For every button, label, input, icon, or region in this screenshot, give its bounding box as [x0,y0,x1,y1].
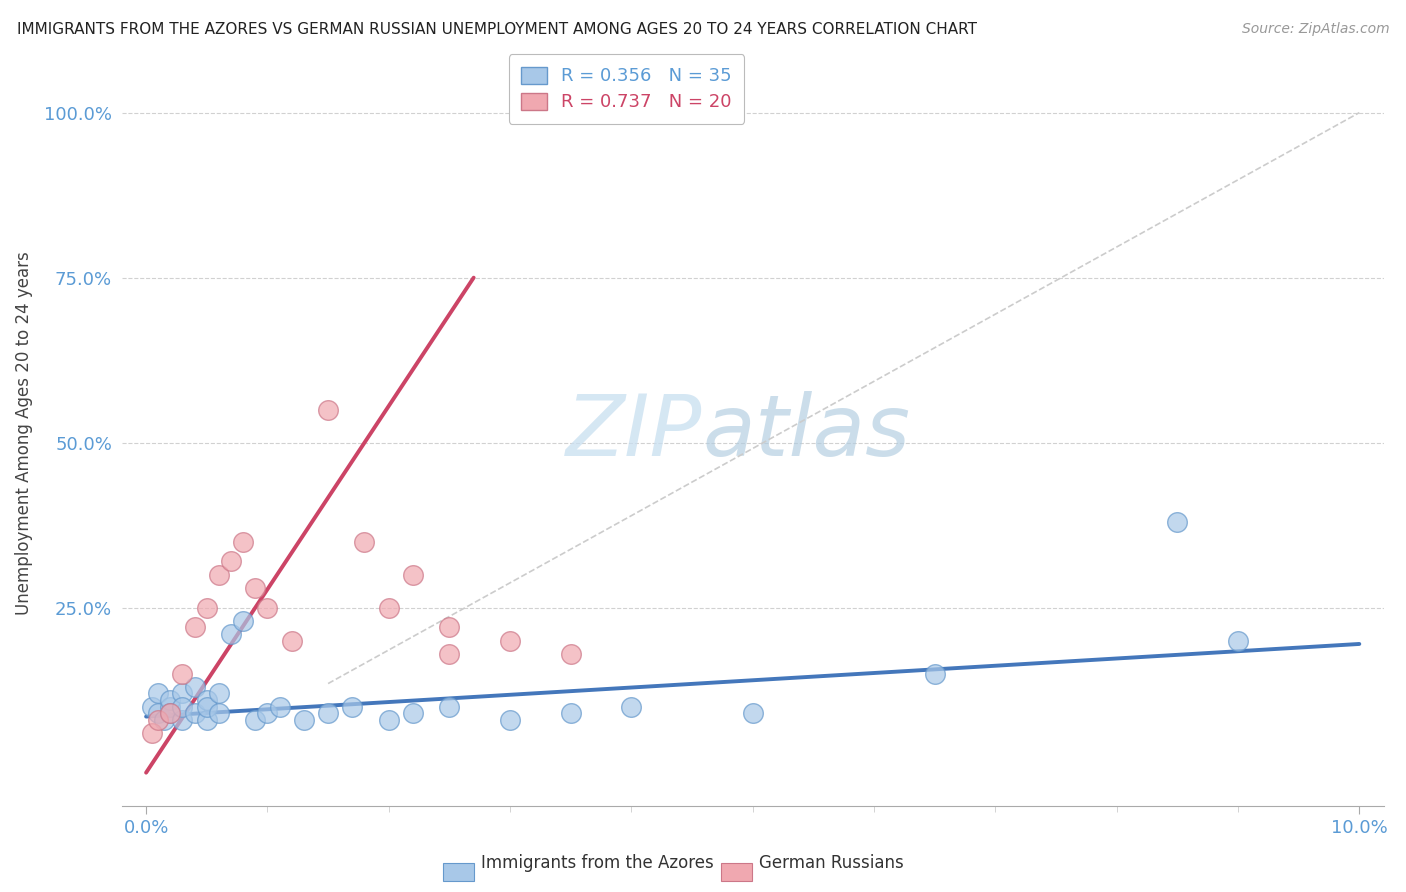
Point [245,713,267,727]
Point [172,713,194,727]
Point [292,713,315,727]
Point [148,706,170,721]
Point [316,402,339,417]
Point [232,534,254,549]
Point [208,686,231,700]
Point [1166,515,1188,529]
Text: Immigrants from the Azores: Immigrants from the Azores [481,855,714,872]
Point [219,627,242,641]
Point [172,686,194,700]
Point [439,620,461,634]
Point [741,706,763,721]
Point [172,699,194,714]
Point [377,713,399,727]
Point [402,706,425,721]
Point [195,693,218,707]
Point [245,581,267,595]
Point [183,706,205,721]
Point [560,706,582,721]
Point [159,706,181,721]
Point [141,699,163,714]
Y-axis label: Unemployment Among Ages 20 to 24 years: Unemployment Among Ages 20 to 24 years [15,251,32,615]
Point [148,686,170,700]
Point [195,713,218,727]
Point [159,699,181,714]
Point [377,600,399,615]
Point [153,713,176,727]
Point [256,706,278,721]
Point [499,713,522,727]
Legend: R = 0.356   N = 35, R = 0.737   N = 20: R = 0.356 N = 35, R = 0.737 N = 20 [509,54,744,124]
Text: ZIP: ZIP [567,392,702,475]
Point [183,680,205,694]
Text: German Russians: German Russians [759,855,904,872]
Point [141,726,163,740]
Point [439,647,461,661]
Point [620,699,643,714]
Point [232,614,254,628]
Point [439,699,461,714]
Text: IMMIGRANTS FROM THE AZORES VS GERMAN RUSSIAN UNEMPLOYMENT AMONG AGES 20 TO 24 YE: IMMIGRANTS FROM THE AZORES VS GERMAN RUS… [17,22,977,37]
Point [256,600,278,615]
Point [280,633,302,648]
Point [208,567,231,582]
Point [159,706,181,721]
Point [924,666,946,681]
Point [316,706,339,721]
Point [342,699,364,714]
Point [1227,633,1250,648]
Point [159,693,181,707]
Point [148,713,170,727]
Point [195,699,218,714]
Point [219,554,242,568]
Point [183,620,205,634]
Point [208,706,231,721]
Point [195,600,218,615]
Point [560,647,582,661]
Text: Source: ZipAtlas.com: Source: ZipAtlas.com [1241,22,1389,37]
Text: atlas: atlas [702,392,910,475]
Point [269,699,291,714]
Point [172,666,194,681]
Point [402,567,425,582]
Point [353,534,375,549]
Point [499,633,522,648]
